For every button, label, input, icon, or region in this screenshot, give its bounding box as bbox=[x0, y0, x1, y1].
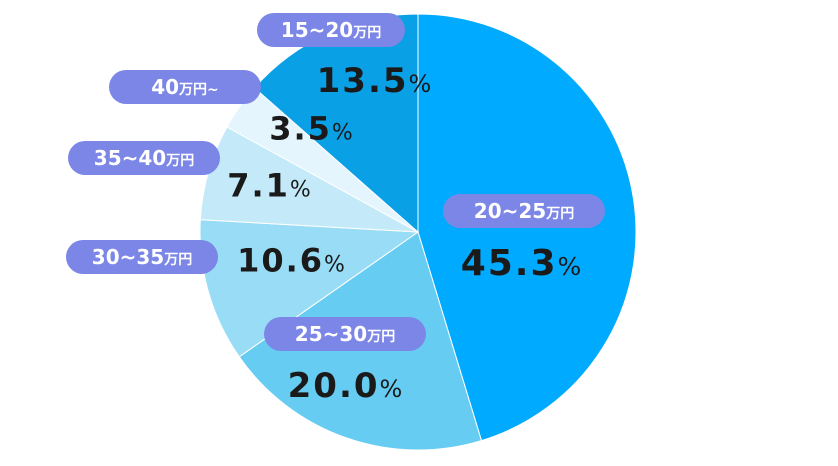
range-label-badge bbox=[68, 141, 220, 175]
slice-value-label: 7.1% bbox=[227, 167, 313, 205]
slice-label-5: 40万円~ 3.5% bbox=[109, 70, 355, 148]
slice-label-3: 30~35万円 10.6% bbox=[66, 240, 347, 280]
slice-value-label: 3.5% bbox=[269, 110, 355, 148]
range-label-text: 40万円~ bbox=[151, 75, 219, 99]
range-label-badge bbox=[257, 13, 405, 47]
slice-value-label: 45.3% bbox=[461, 243, 584, 284]
slice-value-label: 10.6% bbox=[237, 242, 347, 280]
slice-label-1: 20~25万円 45.3% bbox=[443, 194, 605, 284]
slice-label-4: 35~40万円 7.1% bbox=[68, 141, 313, 205]
range-label-badge bbox=[66, 240, 218, 274]
range-label-text: 15~20万円 bbox=[281, 18, 381, 42]
slice-value-label: 20.0% bbox=[288, 366, 405, 406]
range-label-text: 35~40万円 bbox=[94, 146, 194, 170]
pie-slice-3 bbox=[199, 219, 420, 358]
range-label-badge bbox=[443, 194, 605, 228]
slice-value-label: 13.5% bbox=[317, 61, 434, 101]
slice-label-6: 15~20万円 13.5% bbox=[257, 13, 434, 101]
range-label-badge bbox=[109, 70, 261, 104]
pie-slices bbox=[199, 13, 637, 451]
range-label-text: 30~35万円 bbox=[92, 245, 192, 269]
range-label-badge bbox=[264, 317, 426, 351]
slice-label-2: 25~30万円 20.0% bbox=[264, 317, 426, 406]
pie-labels: 20~25万円 45.3% 25~30万円 20.0% 30~35万円 10.6% 35~4… bbox=[66, 13, 605, 406]
range-label-text: 20~25万円 bbox=[474, 199, 574, 223]
range-label-text: 25~30万円 bbox=[295, 322, 395, 346]
